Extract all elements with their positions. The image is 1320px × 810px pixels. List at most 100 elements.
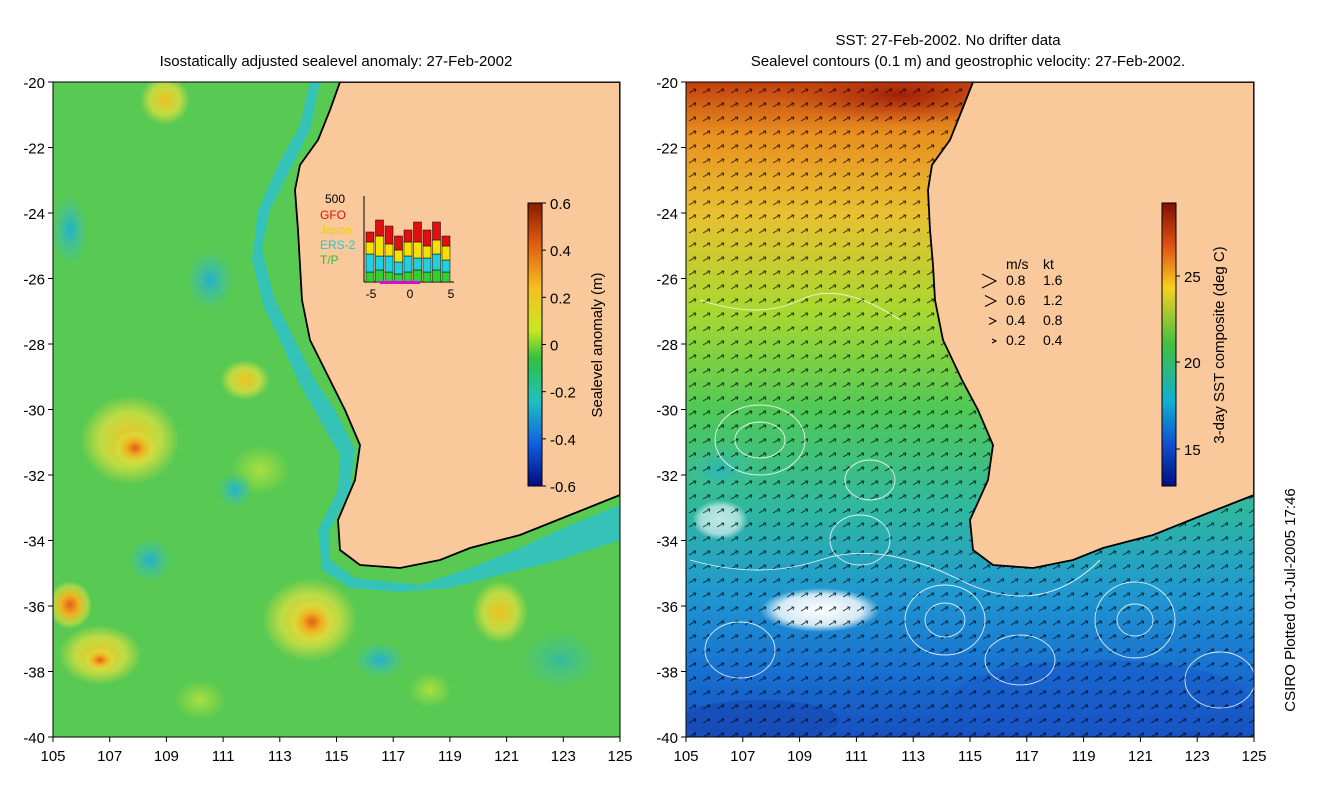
- colorbar-tick-label: 25: [1184, 269, 1201, 286]
- y-tick-label: -22: [656, 141, 678, 158]
- inset-bar-segment: [375, 269, 384, 283]
- y-tick-label: -34: [656, 534, 678, 551]
- inset-bar-segment: [375, 235, 384, 257]
- inset-bar-segment: [394, 235, 403, 251]
- x-tick-label: 115: [958, 748, 982, 765]
- x-tick-label: 121: [494, 748, 519, 765]
- y-tick-label: -34: [23, 534, 45, 551]
- inset-bar-segment: [413, 241, 422, 259]
- y-tick-label: -40: [23, 730, 45, 747]
- velocity-ms-value: 0.2: [1006, 332, 1026, 348]
- inset-bar-segment: [384, 271, 394, 283]
- inset-bar-segment: [441, 259, 451, 273]
- velocity-arrow-icon: [991, 338, 998, 344]
- y-tick-label: -30: [23, 403, 45, 420]
- inset-bar-segment: [403, 229, 413, 243]
- sst-colorbar-label: 3-day SST composite (deg C): [1211, 246, 1228, 443]
- x-tick-label: 123: [551, 748, 576, 765]
- inset-ymax-label: 500: [325, 192, 345, 206]
- ssh-colorbar: 0.6 0.4 0.2 0 -0.2 -0.4 -0.6 Sealevel anomaly …: [527, 196, 606, 496]
- inset-bar-segment: [384, 255, 394, 273]
- right-panel-title-2: Sealevel contours (0.1 m) and geostrophi…: [751, 53, 1185, 70]
- left-y-axis: -20 -22 -24 -26 -28 -30 -32 -34 -36 -38 -40: [23, 75, 53, 747]
- inset-bar-segment: [432, 239, 441, 255]
- inset-bar-segment: [384, 243, 394, 257]
- y-tick-label: -24: [656, 206, 678, 223]
- inset-bar-segment: [432, 221, 441, 241]
- inset-bar-segment: [365, 241, 375, 255]
- satellite-count-inset: 500 GFO Jason ERS-2 T/P -5 0 5: [320, 192, 455, 301]
- velocity-kt-value: 0.8: [1043, 312, 1063, 328]
- y-tick-label: -40: [656, 730, 678, 747]
- inset-time-window: [380, 281, 420, 284]
- x-tick-label: 113: [268, 748, 292, 765]
- inset-xtick: -5: [366, 287, 377, 301]
- inset-bar-segment: [394, 273, 403, 283]
- y-tick-label: -32: [23, 468, 45, 485]
- inset-bar-segment: [422, 245, 432, 259]
- colorbar-tick-label: -0.4: [550, 432, 576, 449]
- inset-bar-segment: [394, 261, 403, 275]
- inset-bar-segment: [403, 241, 413, 257]
- x-tick-label: 109: [787, 748, 812, 765]
- x-tick-label: 125: [607, 748, 632, 765]
- y-tick-label: -22: [23, 141, 45, 158]
- x-tick-label: 121: [1128, 748, 1153, 765]
- y-tick-label: -28: [23, 337, 45, 354]
- velocity-ms-value: 0.4: [1006, 312, 1026, 328]
- velocity-arrow-icon: [988, 317, 998, 325]
- x-tick-label: 111: [212, 748, 235, 765]
- y-tick-label: -24: [23, 206, 45, 223]
- x-tick-label: 115: [325, 748, 349, 765]
- inset-bar-segment: [403, 271, 413, 283]
- y-tick-label: -38: [656, 665, 678, 682]
- legend-jason: Jason: [320, 223, 352, 237]
- right-x-axis: 105 107 109 111 113 115 117 119 121 123 125: [673, 737, 1267, 765]
- sst-colorbar: 25 20 15 3-day SST composite (deg C): [1161, 202, 1228, 487]
- right-y-axis: -20 -22 -24 -26 -28 -30 -32 -34 -36 -38 -40: [656, 75, 686, 747]
- left-x-axis: 105 107 109 111 113 115 117 119 121 123 125: [40, 737, 633, 765]
- ssh-colorbar-label: Sealevel anomaly (m): [589, 272, 606, 417]
- plot-credit: CSIRO Plotted 01-Jul-2005 17:46: [1282, 488, 1299, 711]
- x-tick-label: 119: [438, 748, 462, 765]
- left-panel-title: Isostatically adjusted sealevel anomaly:…: [160, 53, 513, 70]
- velocity-legend: m/s kt 0.8 1.6 0.6 1.2 0.4 0.8 0.2 0.4: [981, 256, 1063, 348]
- inset-bar-segment: [413, 257, 422, 271]
- ssh-max-anomaly: [288, 600, 336, 644]
- inset-bar-segment: [413, 269, 422, 283]
- velocity-kt-value: 1.6: [1043, 272, 1063, 288]
- y-tick-label: -20: [23, 75, 45, 92]
- colorbar-tick-label: -0.6: [550, 479, 576, 496]
- velocity-ms-value: 0.6: [1006, 292, 1026, 308]
- velocity-kt-value: 0.4: [1043, 332, 1063, 348]
- inset-bar-segment: [422, 257, 432, 273]
- y-tick-label: -20: [656, 75, 678, 92]
- velocity-arrow-icon: [984, 295, 998, 307]
- y-tick-label: -30: [656, 403, 678, 420]
- sealevel-contours: [689, 292, 1254, 709]
- inset-bar-segment: [375, 255, 384, 271]
- velocity-arrow-icon: [981, 273, 998, 289]
- x-tick-label: 119: [1072, 748, 1096, 765]
- colorbar-tick-label: 15: [1184, 442, 1201, 459]
- velocity-legend-kt-header: kt: [1043, 256, 1054, 272]
- y-tick-label: -38: [23, 665, 45, 682]
- inset-bar-segment: [365, 271, 375, 283]
- y-tick-label: -32: [656, 468, 678, 485]
- inset-bar-segment: [441, 271, 451, 283]
- y-tick-label: -36: [23, 599, 45, 616]
- inset-bar-segment: [403, 255, 413, 273]
- legend-ers2: ERS-2: [320, 238, 356, 252]
- colorbar-tick-label: 20: [1184, 355, 1201, 372]
- colorbar-tick-label: 0.6: [550, 196, 571, 213]
- right-panel-title-1: SST: 27-Feb-2002. No drifter data: [835, 32, 1061, 49]
- inset-bar-segment: [365, 231, 375, 243]
- x-tick-label: 113: [901, 748, 925, 765]
- inset-bar-segment: [432, 253, 441, 271]
- inset-bar-segment: [432, 269, 441, 283]
- x-tick-label: 117: [1015, 748, 1039, 765]
- x-tick-label: 123: [1185, 748, 1210, 765]
- inset-bar-segment: [422, 271, 432, 283]
- inset-bar-segment: [394, 249, 403, 263]
